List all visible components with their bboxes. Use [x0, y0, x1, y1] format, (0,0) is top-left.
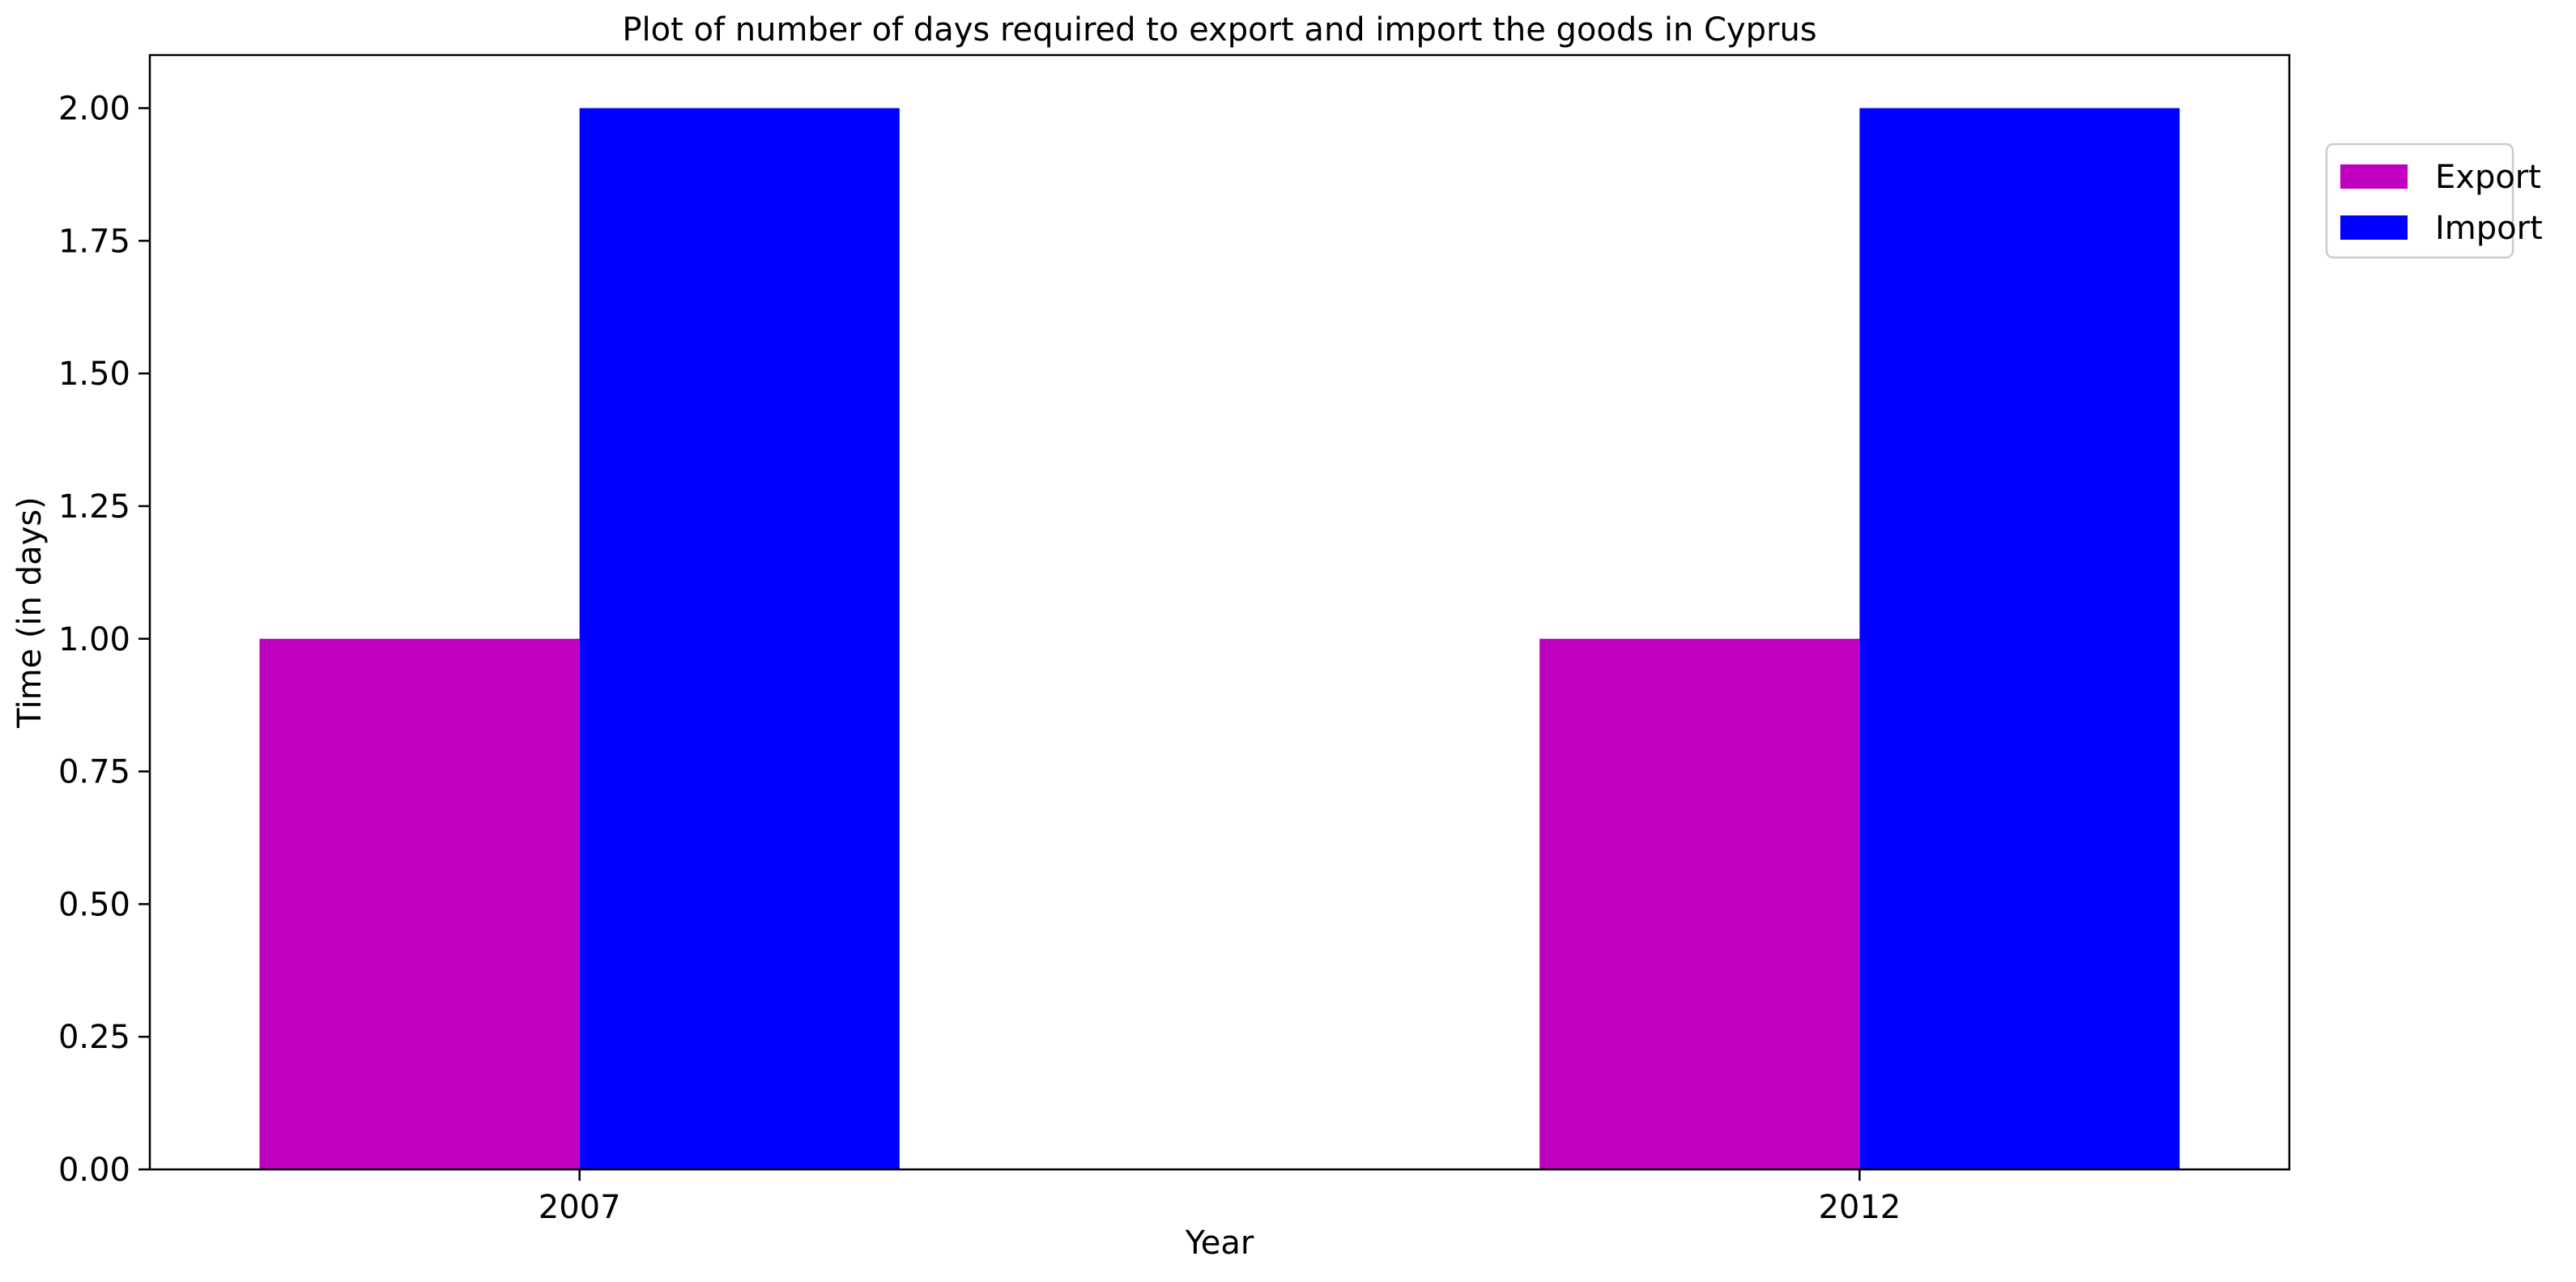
bars-layer	[259, 109, 2179, 1169]
y-tick-label: 0.75	[58, 754, 130, 791]
y-axis: 0.00 0.25 0.50 0.75 1.00 1.25 1.50 1.75 2.00	[58, 91, 150, 1189]
y-tick-label: 1.00	[58, 621, 130, 658]
y-tick-label: 1.25	[58, 488, 130, 526]
y-tick-label: 1.50	[58, 356, 130, 393]
x-axis-label: Year	[1185, 1225, 1254, 1262]
chart-title: Plot of number of days required to expor…	[622, 11, 1816, 49]
legend-swatch-export	[2340, 164, 2408, 189]
y-tick-label: 0.50	[58, 886, 130, 923]
y-tick-label: 2.00	[58, 91, 130, 128]
bar-import-2012	[1859, 109, 2179, 1169]
legend-label-import: Import	[2435, 210, 2543, 247]
x-tick-label: 2007	[539, 1189, 621, 1226]
bar-export-2012	[1539, 639, 1859, 1169]
y-tick-label: 0.25	[58, 1019, 130, 1056]
y-axis-label: Time (in days)	[11, 496, 49, 728]
legend-swatch-import	[2340, 215, 2408, 240]
legend-label-export: Export	[2435, 159, 2541, 196]
y-tick-label: 0.00	[58, 1152, 130, 1189]
bar-import-2007	[580, 109, 900, 1169]
x-axis: 2007 2012	[539, 1169, 1901, 1226]
bar-export-2007	[259, 639, 579, 1169]
y-tick-label: 1.75	[58, 223, 130, 260]
legend: Export Import	[2327, 144, 2543, 258]
x-tick-label: 2012	[1818, 1189, 1901, 1226]
